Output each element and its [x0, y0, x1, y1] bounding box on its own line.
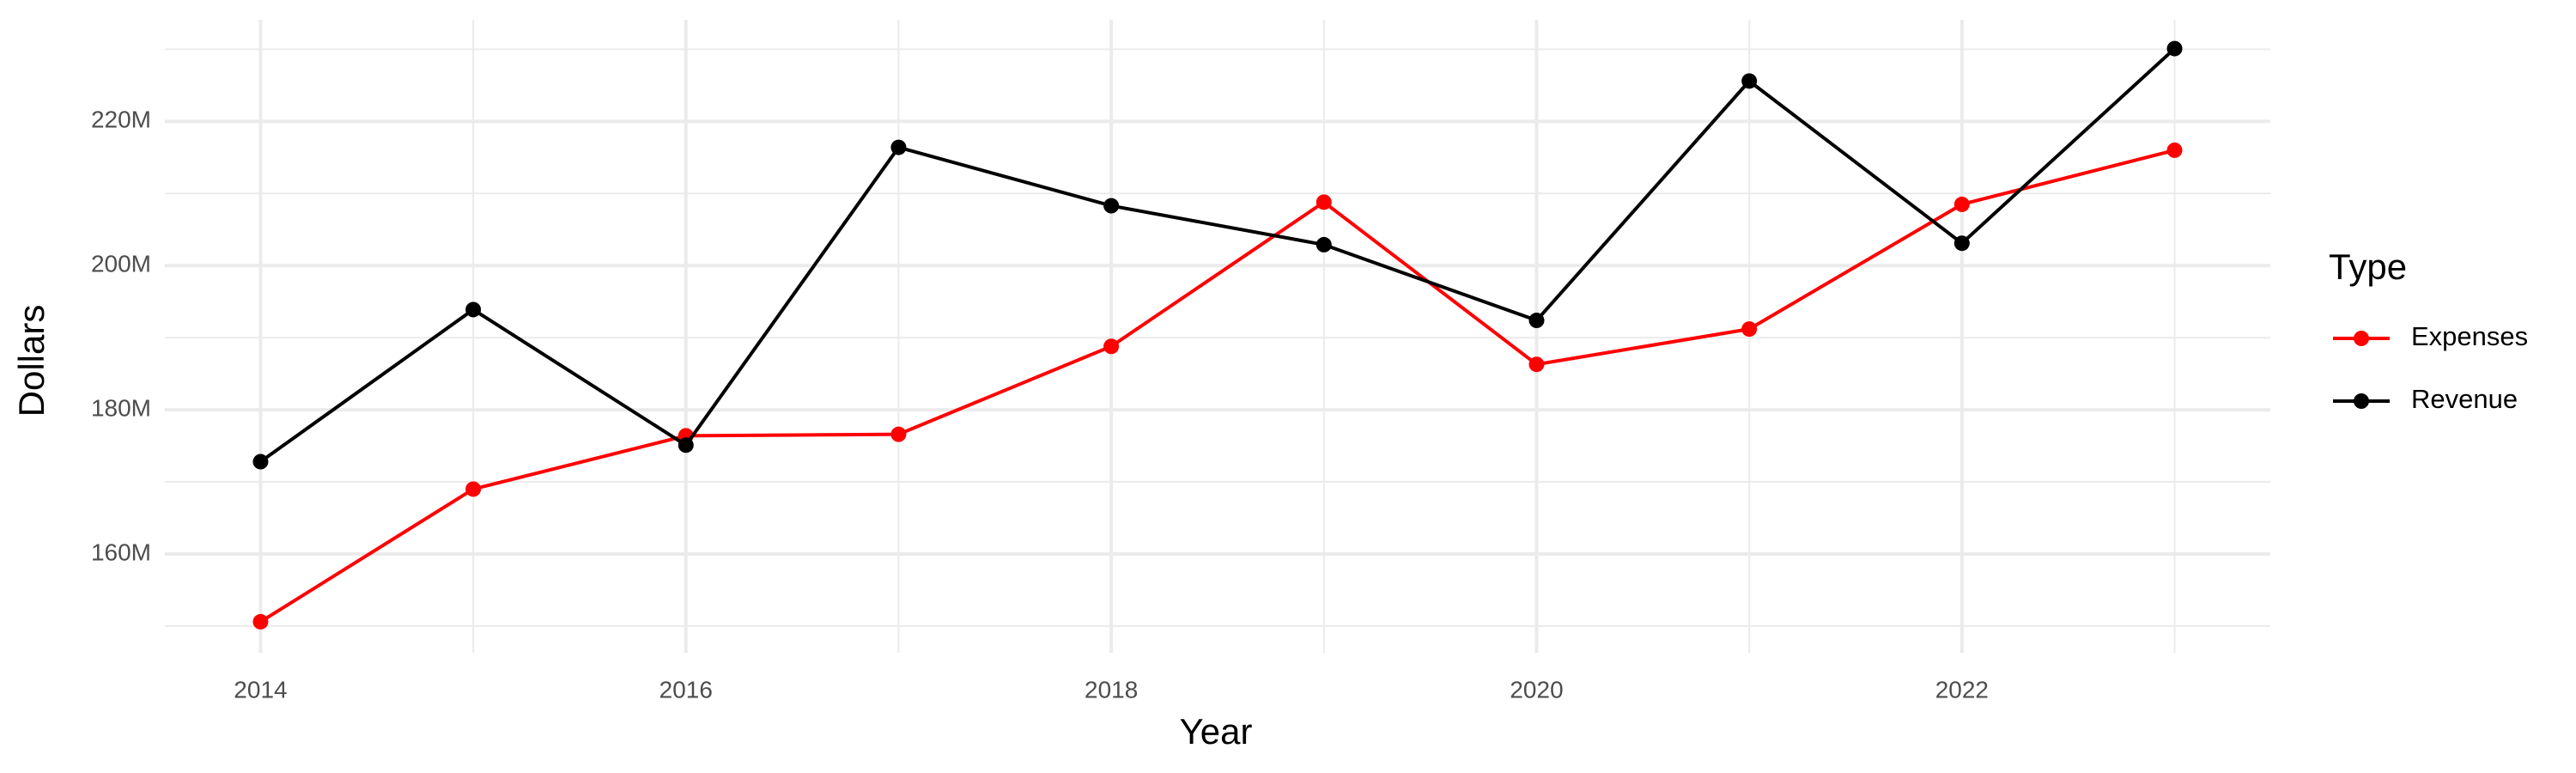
data-point: [1953, 235, 1970, 252]
data-point: [1741, 73, 1758, 89]
x-axis-title: Year: [1180, 711, 1253, 752]
data-point: [465, 301, 482, 318]
legend-label: Revenue: [2411, 384, 2518, 414]
x-tick-label: 2022: [1935, 676, 1989, 703]
data-point: [1528, 313, 1545, 329]
data-point: [252, 613, 269, 630]
data-point: [1103, 338, 1120, 355]
x-tick-label: 2018: [1084, 676, 1138, 703]
legend-marker: [2354, 331, 2369, 346]
data-point: [465, 481, 482, 497]
x-tick-label: 2016: [659, 676, 713, 703]
series-line: [259, 47, 2176, 464]
data-point: [1103, 198, 1120, 214]
legend-marker: [2354, 393, 2369, 409]
data-point: [2166, 40, 2183, 57]
data-point: [1528, 356, 1545, 373]
data-point: [1953, 196, 1970, 212]
data-point: [1315, 194, 1332, 210]
x-tick-label: 2020: [1510, 676, 1563, 703]
series-line: [259, 148, 2176, 624]
x-tick-label: 2014: [234, 676, 287, 703]
data-point: [890, 426, 907, 442]
legend-title: Type: [2329, 247, 2407, 287]
legend-label: Expenses: [2411, 321, 2528, 351]
y-tick-label: 200M: [91, 251, 151, 277]
y-tick-label: 220M: [91, 107, 151, 133]
data-point: [2166, 142, 2183, 158]
data-point: [1315, 236, 1332, 253]
data-point: [1741, 321, 1758, 338]
data-point: [677, 437, 694, 453]
data-point: [890, 139, 907, 155]
y-axis-title: Dollars: [11, 305, 52, 417]
y-tick-label: 160M: [91, 539, 151, 565]
data-point: [252, 453, 269, 470]
y-tick-label: 180M: [91, 395, 151, 422]
